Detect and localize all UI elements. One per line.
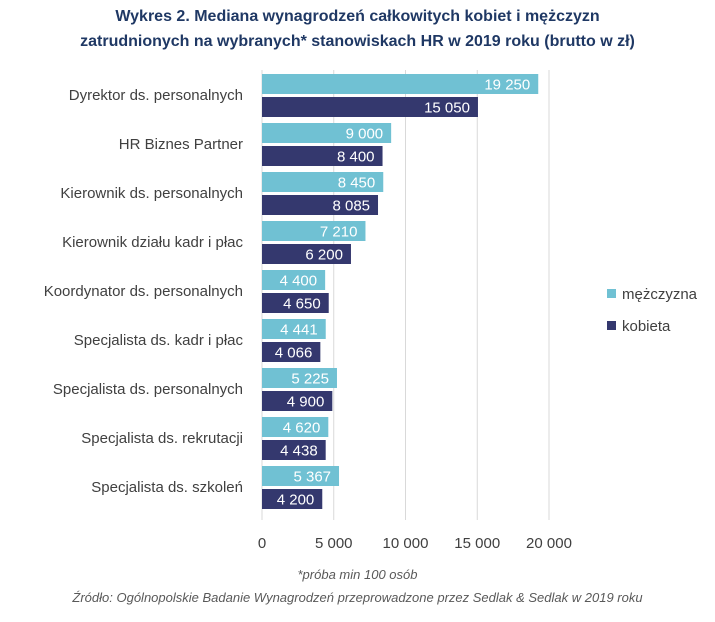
bar-men: [262, 466, 340, 486]
bar-value-label: 4 900: [287, 394, 325, 411]
source-note: Źródło: Ogólnopolskie Badanie Wynagrodze…: [72, 590, 643, 605]
bar-women: [262, 440, 326, 460]
category-label: HR Biznes Partner: [119, 136, 243, 153]
sample-footnote: *próba min 100 osób: [297, 567, 418, 582]
category-label: Specjalista ds. rekrutacji: [81, 430, 243, 447]
category-label: Specjalista ds. personalnych: [53, 381, 243, 398]
bar-value-label: 4 620: [283, 420, 321, 437]
legend-label-men: mężczyzna: [622, 286, 698, 303]
legend-swatch-men: [607, 289, 616, 298]
category-label: Kierownik ds. personalnych: [60, 185, 243, 202]
bar-value-label: 4 650: [283, 296, 321, 313]
bar-women: [262, 293, 329, 313]
category-label: Kierownik działu kadr i płac: [62, 234, 243, 251]
bar-value-label: 4 400: [280, 273, 318, 290]
bar-value-label: 5 225: [291, 371, 329, 388]
bar-men: [262, 368, 337, 388]
bar-women: [262, 97, 478, 117]
bar-value-label: 4 441: [280, 322, 318, 339]
bar-value-label: 9 000: [346, 126, 384, 143]
bar-value-label: 7 210: [320, 224, 358, 241]
x-tick-label: 0: [258, 535, 266, 552]
x-tick-label: 15 000: [454, 535, 500, 552]
bar-value-label: 15 050: [424, 100, 470, 117]
x-tick-label: 10 000: [383, 535, 429, 552]
x-tick-label: 5 000: [315, 535, 353, 552]
chart-title-line2: zatrudnionych na wybranych* stanowiskach…: [80, 33, 635, 50]
legend-label-women: kobieta: [622, 318, 671, 335]
bar-value-label: 4 066: [275, 345, 313, 362]
bar-value-label: 8 085: [332, 198, 370, 215]
bar-men: [262, 270, 326, 290]
bar-value-label: 19 250: [484, 77, 530, 94]
bar-women: [262, 195, 379, 215]
bar-women: [262, 146, 383, 166]
bar-men: [262, 221, 366, 241]
bar-value-label: 8 400: [337, 149, 375, 166]
category-label: Specjalista ds. kadr i płac: [74, 332, 244, 349]
bar-women: [262, 391, 333, 411]
bar-men: [262, 123, 392, 143]
bar-value-label: 4 438: [280, 443, 318, 460]
category-label: Specjalista ds. szkoleń: [91, 479, 243, 496]
chart-title-line1: Wykres 2. Mediana wynagrodzeń całkowityc…: [115, 8, 600, 25]
bar-men: [262, 319, 326, 339]
category-label: Koordynator ds. personalnych: [44, 283, 243, 300]
bar-women: [262, 342, 321, 362]
bar-women: [262, 244, 351, 264]
bar-men: [262, 74, 539, 94]
bar-value-label: 8 450: [338, 175, 376, 192]
bar-men: [262, 417, 329, 437]
x-tick-label: 20 000: [526, 535, 572, 552]
bar-men: [262, 172, 384, 192]
bar-value-label: 6 200: [305, 247, 343, 264]
bar-women: [262, 489, 323, 509]
bar-value-label: 5 367: [293, 469, 331, 486]
legend-swatch-women: [607, 321, 616, 330]
category-label: Dyrektor ds. personalnych: [69, 87, 243, 104]
bar-value-label: 4 200: [277, 492, 315, 509]
chart-title: Wykres 2. Mediana wynagrodzeń całkowityc…: [0, 4, 715, 54]
